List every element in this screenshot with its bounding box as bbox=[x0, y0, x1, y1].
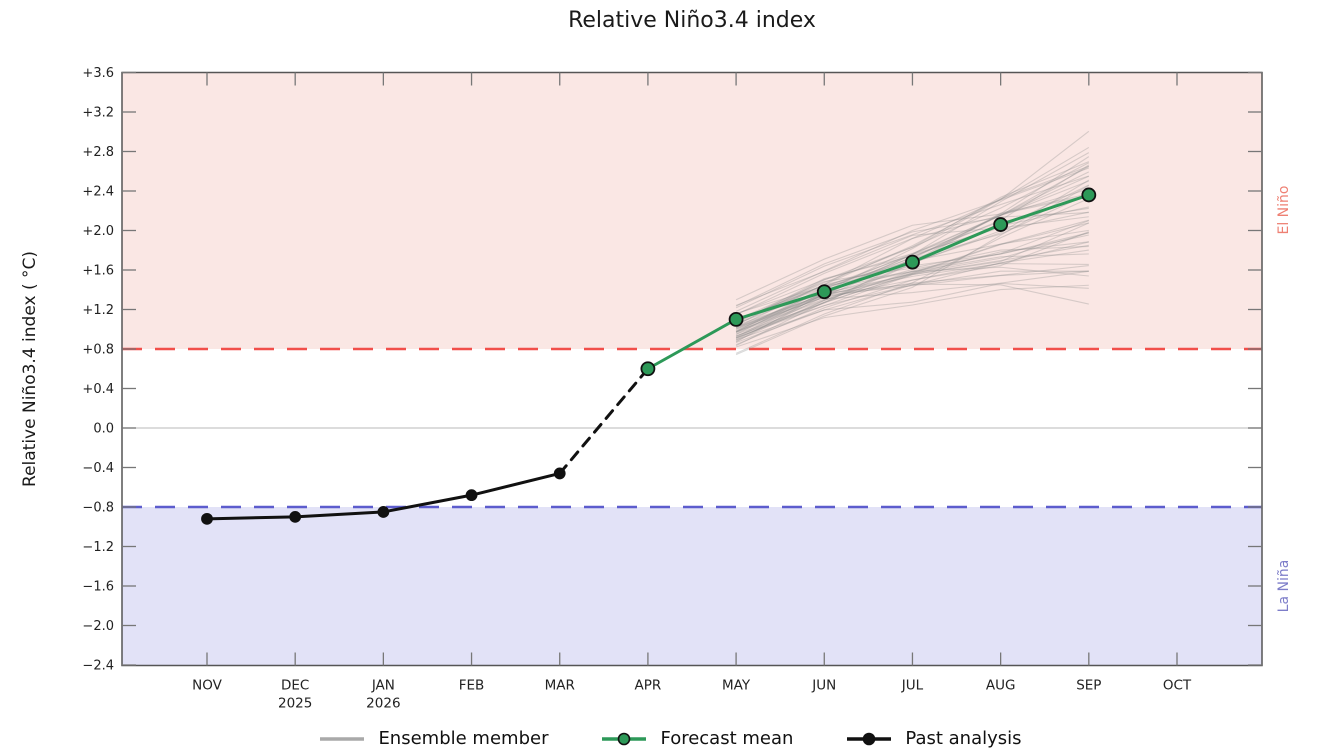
ensemble-member-line bbox=[735, 197, 1090, 354]
x-tick-label-may: MAY bbox=[722, 678, 751, 694]
ensemble-member-line bbox=[735, 130, 1090, 338]
legend-item-forecast-mean: Forecast mean bbox=[600, 728, 793, 749]
forecast-mean-point-AUG bbox=[993, 217, 1009, 232]
forecast-mean-point-SEP bbox=[1081, 187, 1097, 203]
x-year-label-2026: 2026 bbox=[366, 696, 400, 712]
past-analysis-point-NOV bbox=[201, 512, 213, 525]
ensemble-member-line bbox=[735, 162, 1090, 323]
past-analysis-point-JAN bbox=[377, 506, 390, 518]
y-tick-label: 0.0 bbox=[93, 422, 114, 437]
ensemble-member-line bbox=[735, 244, 1089, 337]
y-tick-label: −1.2 bbox=[82, 540, 114, 555]
ensemble-member-line bbox=[735, 165, 1090, 325]
y-tick-label: +0.4 bbox=[82, 382, 114, 397]
ensemble-member-line bbox=[735, 270, 1089, 341]
ensemble-member-line bbox=[735, 266, 1089, 315]
ensemble-member-line bbox=[735, 249, 1089, 337]
y-tick-label: +1.2 bbox=[82, 303, 114, 318]
forecast-mean-line bbox=[646, 193, 1091, 371]
ensemble-member-line bbox=[735, 167, 1090, 312]
y-tick-label: +2.0 bbox=[82, 224, 114, 239]
ensemble-member-line bbox=[735, 265, 1089, 329]
ensemble-member-line bbox=[735, 282, 1089, 344]
y-tick-label: +2.8 bbox=[82, 145, 114, 160]
y-tick-label: +3.6 bbox=[82, 66, 114, 81]
x-tick-label-sep: SEP bbox=[1076, 678, 1101, 694]
forecast-mean-point-JUN bbox=[816, 284, 832, 300]
y-tick-label: −0.4 bbox=[82, 461, 114, 476]
y-tick-label: +1.6 bbox=[82, 264, 114, 279]
y-tick-label: +3.2 bbox=[82, 106, 114, 121]
el-nino-band bbox=[122, 72, 1262, 349]
series-past-analysis bbox=[201, 467, 566, 525]
series-forecast-mean bbox=[640, 187, 1097, 377]
x-tick-label-apr: APR bbox=[635, 678, 662, 694]
analysis-to-forecast-transition-line bbox=[558, 367, 650, 475]
y-tick-label: +0.8 bbox=[82, 343, 114, 358]
ensemble-member-line bbox=[735, 152, 1090, 343]
ensemble-member-line bbox=[735, 232, 1089, 335]
plot-frame bbox=[121, 71, 1263, 667]
past-analysis-point-FEB bbox=[465, 489, 478, 502]
ensemble-member-line bbox=[735, 231, 1090, 346]
x-tick-label-jan: JAN bbox=[371, 678, 395, 694]
x-tick-label-jul: JUL bbox=[901, 678, 924, 694]
ensemble-member-line bbox=[735, 207, 1089, 315]
legend-item-ensemble: Ensemble member bbox=[318, 728, 548, 749]
forecast-mean-point-JUL bbox=[905, 254, 920, 270]
ensemble-member-line bbox=[735, 175, 1089, 309]
y-tick-label: −2.4 bbox=[82, 659, 114, 674]
y-tick-label: +2.4 bbox=[82, 185, 114, 200]
chart-title: Relative Niño3.4 index bbox=[568, 8, 816, 33]
x-tick-label-feb: FEB bbox=[459, 678, 485, 694]
ensemble-member-line bbox=[735, 241, 1089, 331]
y-tick-label: −1.6 bbox=[82, 580, 114, 595]
ensemble-member-line bbox=[735, 229, 1089, 334]
ensemble-member-line bbox=[735, 188, 1089, 335]
ensemble-member-line bbox=[735, 270, 1089, 329]
legend: Ensemble member Forecast mean Past analy… bbox=[0, 728, 1340, 749]
legend-item-past-analysis: Past analysis bbox=[845, 728, 1022, 749]
la-nina-region-label: La Niña bbox=[1276, 559, 1292, 613]
ensemble-member-line bbox=[735, 222, 1089, 333]
x-year-label-2025: 2025 bbox=[278, 696, 312, 712]
ensemble-line-icon bbox=[320, 736, 365, 741]
x-tick-label-nov: NOV bbox=[192, 678, 222, 694]
x-tick-label-mar: MAR bbox=[545, 678, 575, 694]
forecast-mean-line-icon bbox=[602, 732, 647, 745]
ensemble-member-line bbox=[735, 284, 1089, 348]
ensemble-member-line bbox=[735, 194, 1089, 301]
forecast-mean-point-APR bbox=[640, 361, 656, 377]
la-nina-band bbox=[122, 507, 1262, 665]
ensemble-member-line bbox=[735, 216, 1089, 306]
ensemble-member-line bbox=[735, 241, 1089, 330]
ensemble-member-line bbox=[735, 161, 1090, 326]
ensemble-member-line bbox=[735, 270, 1089, 332]
x-tick-label-jun: JUN bbox=[811, 678, 836, 694]
forecast-mean-point-MAY bbox=[728, 311, 744, 327]
legend-label-forecast-mean: Forecast mean bbox=[660, 728, 794, 749]
ensemble-member-line bbox=[735, 180, 1090, 316]
ensemble-member-line bbox=[735, 220, 1090, 340]
series-analysis-to-forecast-transition bbox=[558, 367, 650, 475]
legend-label-ensemble: Ensemble member bbox=[378, 728, 549, 749]
y-tick-label: −2.0 bbox=[82, 619, 114, 634]
ensemble-member-line bbox=[735, 222, 1090, 339]
legend-label-past-analysis: Past analysis bbox=[905, 728, 1022, 749]
y-tick-label: −0.8 bbox=[82, 501, 114, 516]
ensemble-member-line bbox=[735, 185, 1090, 356]
ensemble-member-line bbox=[735, 263, 1089, 326]
x-tick-label-oct: OCT bbox=[1163, 678, 1192, 694]
el-nino-region-label: El Niño bbox=[1276, 185, 1292, 235]
past-analysis-point-DEC bbox=[289, 510, 302, 523]
x-tick-label-aug: AUG bbox=[986, 678, 1016, 694]
x-tick-label-dec: DEC bbox=[281, 678, 309, 694]
ensemble-member-line bbox=[735, 146, 1090, 329]
past-analysis-line-icon bbox=[847, 732, 892, 745]
